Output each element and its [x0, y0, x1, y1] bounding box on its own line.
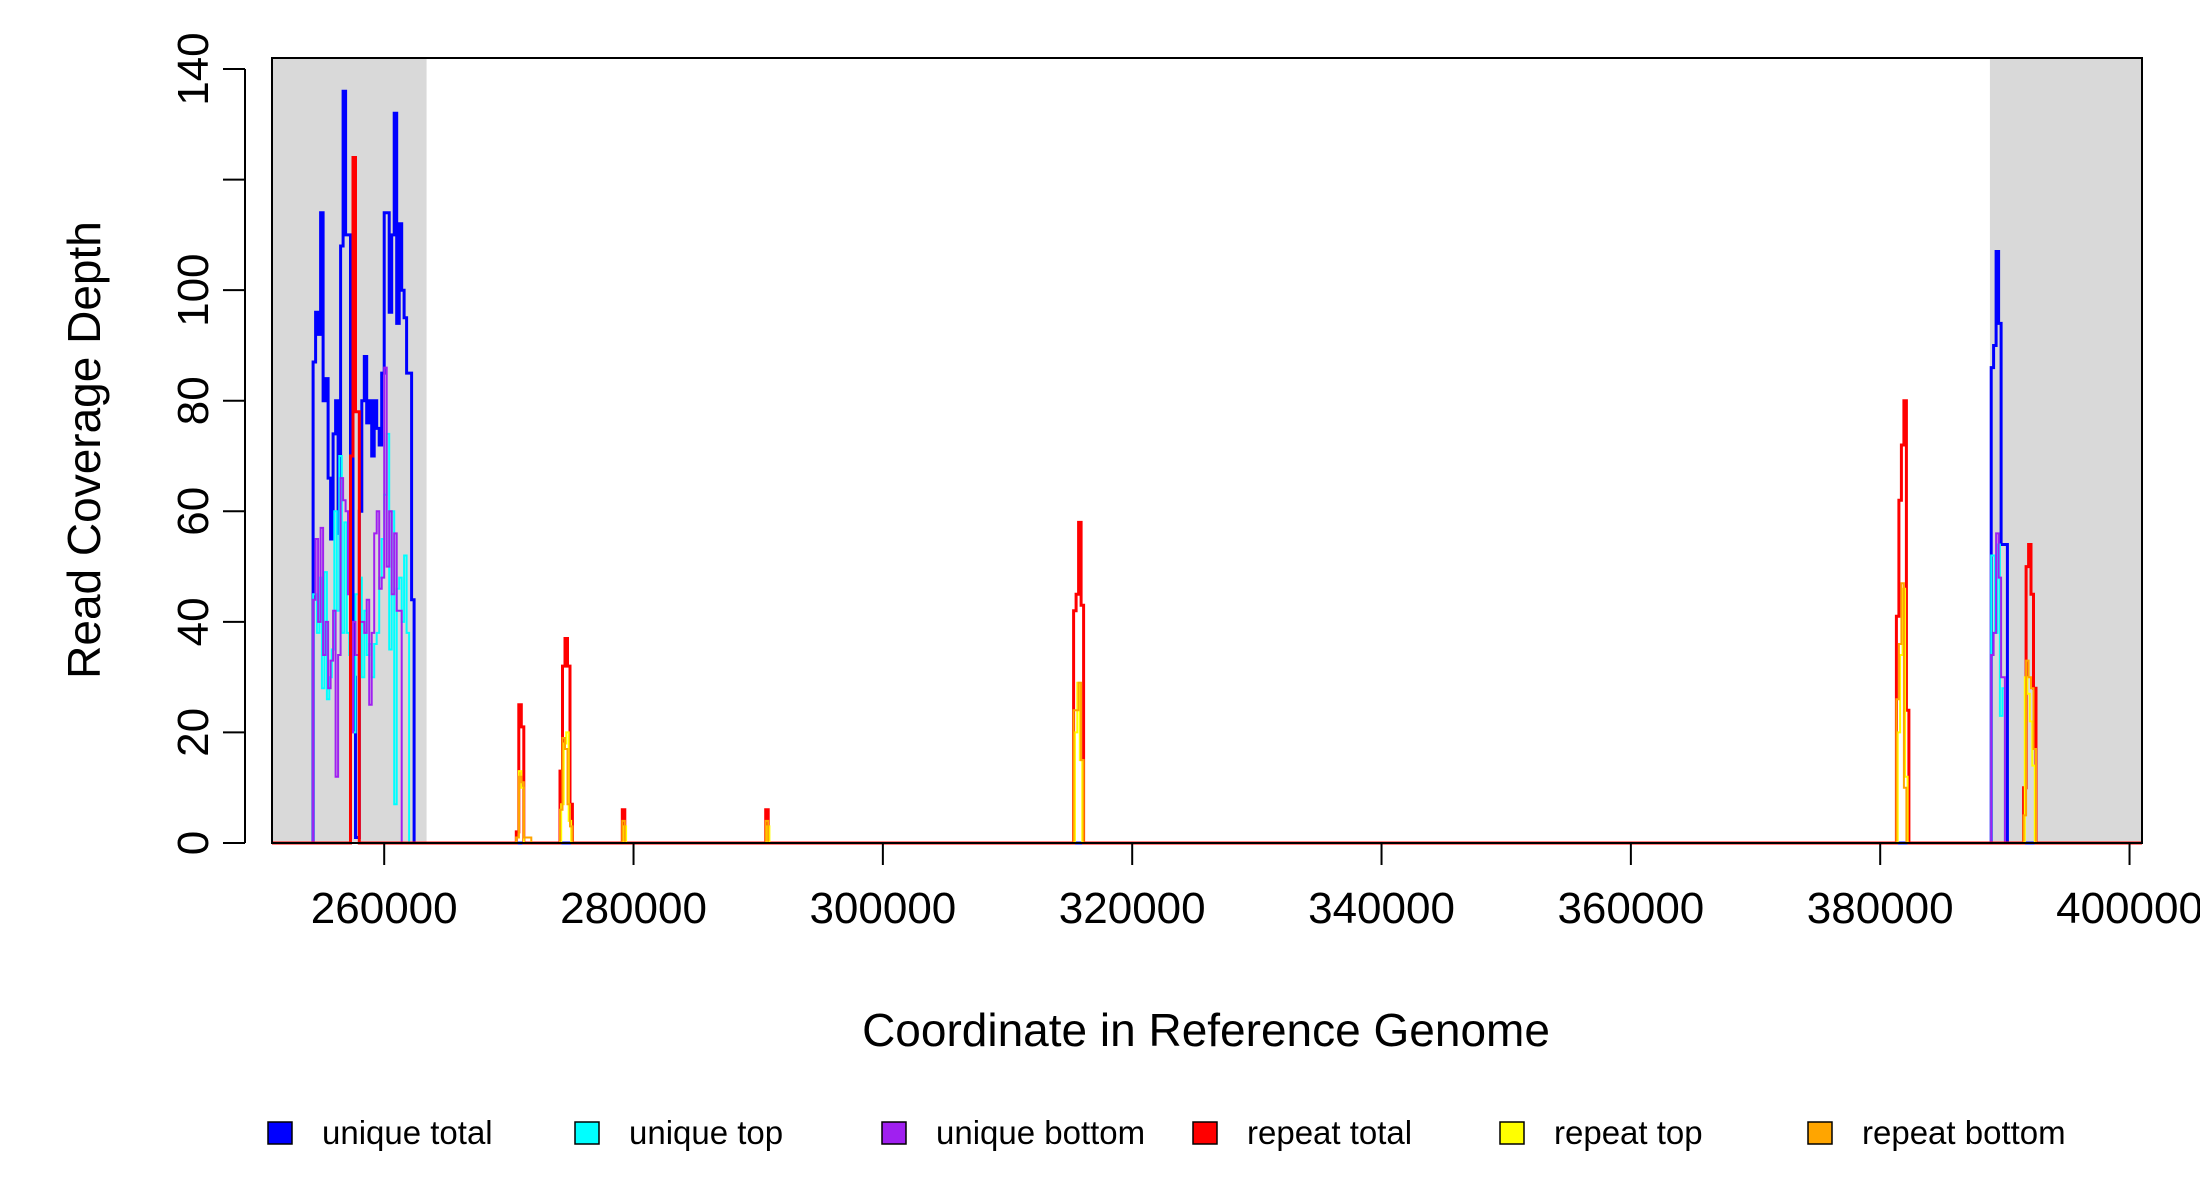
legend-label: unique top	[629, 1114, 783, 1151]
legend-label: repeat top	[1554, 1114, 1703, 1151]
x-tick-label: 280000	[560, 884, 707, 933]
legend: unique total unique top unique bottom repea…	[267, 1114, 2066, 1151]
y-axis: 0 20 40 60 80 100 140	[169, 32, 246, 855]
series-lines	[272, 89, 2142, 845]
y-axis-title: Read Coverage Depth	[58, 221, 110, 679]
x-tick-label: 340000	[1308, 884, 1455, 933]
series-unique-bottom	[272, 366, 2142, 844]
x-tick-label: 380000	[1807, 884, 1954, 933]
legend-label: repeat total	[1247, 1114, 1412, 1151]
x-tick-label: 320000	[1059, 884, 1206, 933]
legend-item-repeat-bottom: repeat bottom	[1807, 1114, 2066, 1151]
legend-swatch	[881, 1121, 907, 1145]
legend-label: repeat bottom	[1862, 1114, 2066, 1151]
series-repeat-top	[272, 587, 2142, 844]
x-axis-title: Coordinate in Reference Genome	[862, 1004, 1550, 1056]
x-tick-label: 360000	[1557, 884, 1704, 933]
y-tick-label: 40	[169, 597, 218, 646]
legend-swatch	[574, 1121, 600, 1145]
series-unique-total	[272, 89, 2142, 845]
legend-swatch	[267, 1121, 293, 1145]
y-tick-label: 20	[169, 708, 218, 757]
legend-label: unique bottom	[936, 1114, 1145, 1151]
legend-swatch	[1192, 1121, 1218, 1145]
legend-item-repeat-total: repeat total	[1192, 1114, 1412, 1151]
legend-item-unique-top: unique top	[574, 1114, 783, 1151]
shaded-region-2	[1989, 58, 2142, 843]
legend-label: unique total	[322, 1114, 493, 1151]
y-tick-label: 140	[169, 32, 218, 105]
legend-swatch	[1499, 1121, 1525, 1145]
legend-item-repeat-top: repeat top	[1499, 1114, 1703, 1151]
legend-item-unique-total: unique total	[267, 1114, 493, 1151]
x-tick-label: 400000	[2056, 884, 2200, 933]
y-tick-label: 80	[169, 376, 218, 425]
x-tick-label: 300000	[809, 884, 956, 933]
y-tick-label: 100	[169, 253, 218, 326]
x-tick-label: 260000	[311, 884, 458, 933]
legend-item-unique-bottom: unique bottom	[881, 1114, 1145, 1151]
y-tick-label: 0	[169, 831, 218, 855]
y-tick-label: 60	[169, 487, 218, 536]
legend-swatch	[1807, 1121, 1833, 1145]
x-axis: 260000 280000 300000 320000 340000 360000 3800…	[311, 842, 2200, 933]
